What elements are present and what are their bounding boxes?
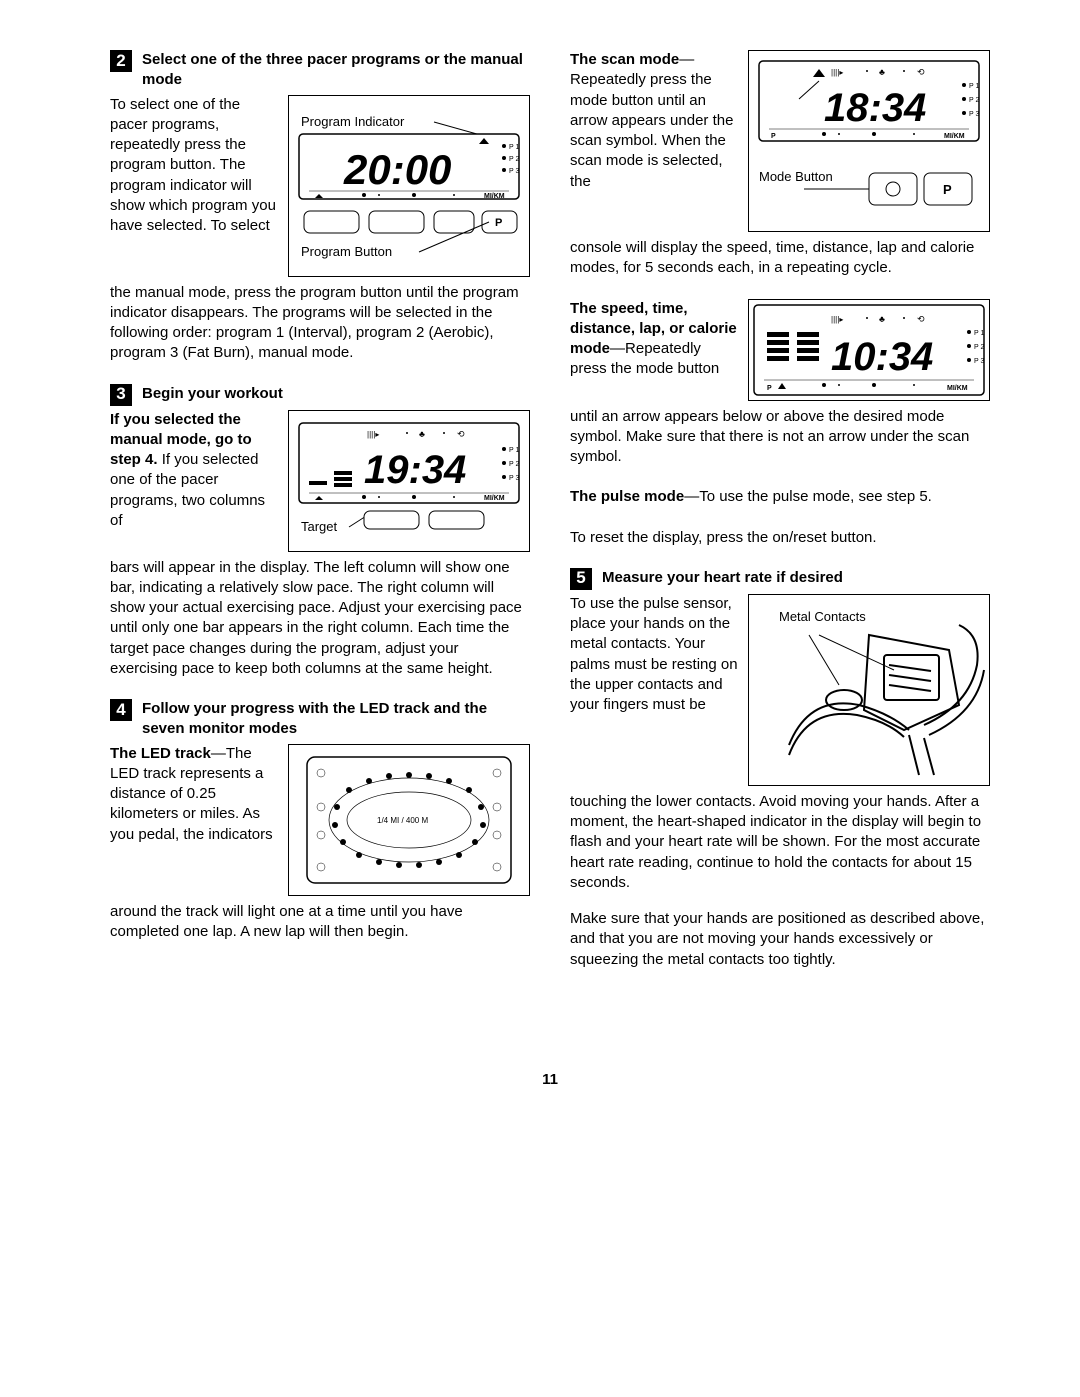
svg-text:P 2: P 2	[969, 97, 979, 104]
step-4-header: 4 Follow your progress with the LED trac…	[110, 699, 530, 740]
svg-text:P 3: P 3	[509, 475, 519, 482]
svg-text:MI/KM: MI/KM	[484, 193, 505, 200]
svg-text:♣: ♣	[879, 67, 885, 77]
svg-text:⟲: ⟲	[917, 67, 925, 77]
page-number: 11	[110, 1070, 990, 1090]
svg-text:P 2: P 2	[509, 461, 519, 468]
speed-mode-p1b: until an arrow appears below or above th…	[570, 407, 990, 468]
step-5-title: Measure your heart rate if desired	[602, 568, 990, 590]
svg-text:P: P	[495, 217, 502, 229]
step-number-2: 2	[110, 50, 132, 72]
step-4-figure: 1/4 MI / 400 M	[288, 744, 530, 896]
svg-text:♣: ♣	[879, 314, 885, 324]
svg-text:Mode Button: Mode Button	[759, 169, 833, 184]
svg-text:1/4 MI / 400 M: 1/4 MI / 400 M	[377, 816, 428, 825]
pulse-mode-bold: The pulse mode	[570, 488, 684, 505]
svg-text:18:34: 18:34	[824, 86, 926, 130]
scan-mode-rest-a: —Repeatedly press the mode button until …	[570, 51, 733, 190]
speed-mode-figure: ||||▸ ♣ ⟲ 10:34 P 1 P 2 P 3 P	[748, 299, 990, 401]
svg-text:P 1: P 1	[969, 83, 979, 90]
step-4-p2: around the track will light one at a tim…	[110, 902, 530, 943]
left-column: 2 Select one of the three pacer programs…	[110, 50, 530, 990]
svg-text:MI/KM: MI/KM	[944, 133, 965, 140]
scan-mode-bold: The scan mode	[570, 51, 679, 68]
step-3-title: Begin your workout	[142, 384, 530, 406]
svg-text:P 1: P 1	[509, 447, 519, 454]
svg-text:P: P	[943, 182, 952, 197]
step-3-body: Actual ||||▸ ♣ ⟲ 19:34	[110, 410, 530, 680]
scan-mode-p1b: console will display the speed, time, di…	[570, 238, 990, 279]
svg-text:Program Button: Program Button	[301, 244, 392, 259]
svg-text:P 3: P 3	[509, 168, 519, 175]
svg-text:P 2: P 2	[509, 156, 519, 163]
step-3-figure: Actual ||||▸ ♣ ⟲ 19:34	[288, 410, 530, 552]
svg-text:||||▸: ||||▸	[831, 315, 843, 324]
step-2-p1b: the manual mode, press the program butto…	[110, 283, 530, 364]
svg-text:||||▸: ||||▸	[367, 430, 379, 439]
step-2-header: 2 Select one of the three pacer programs…	[110, 50, 530, 91]
scan-mode-section: Mode Arrow ||||▸ ♣ ⟲ 18:34 P 1 P 2 P 3	[570, 50, 990, 279]
step-3-header: 3 Begin your workout	[110, 384, 530, 406]
svg-text:MI/KM: MI/KM	[947, 385, 968, 392]
svg-text:P 1: P 1	[974, 330, 984, 337]
svg-text:MI/KM: MI/KM	[484, 495, 505, 502]
svg-text:P: P	[767, 385, 772, 392]
step-4-title: Follow your progress with the LED track …	[142, 699, 530, 740]
step-3-p2: bars will appear in the display. The lef…	[110, 558, 530, 680]
svg-text:10:34: 10:34	[831, 335, 933, 379]
svg-text:Metal Contacts: Metal Contacts	[779, 609, 866, 624]
svg-text:P 2: P 2	[974, 344, 984, 351]
scan-mode-figure: Mode Arrow ||||▸ ♣ ⟲ 18:34 P 1 P 2 P 3	[748, 50, 990, 232]
step-2-title: Select one of the three pacer programs o…	[142, 50, 530, 91]
step-5-p1b: touching the lower contacts. Avoid movin…	[570, 792, 990, 893]
step-4-body: 1/4 MI / 400 M Th	[110, 744, 530, 943]
right-column: Mode Arrow ||||▸ ♣ ⟲ 18:34 P 1 P 2 P 3	[570, 50, 990, 990]
svg-text:♣: ♣	[419, 429, 425, 439]
step-number-5: 5	[570, 568, 592, 590]
svg-text:19:34: 19:34	[364, 448, 466, 492]
step-5-body: Metal Contacts	[570, 594, 990, 970]
svg-text:||||▸: ||||▸	[831, 68, 843, 77]
svg-text:P 1: P 1	[509, 144, 519, 151]
svg-text:Program Indicator: Program Indicator	[301, 114, 405, 129]
step-5-p2: Make sure that your hands are positioned…	[570, 909, 990, 970]
reset-p: To reset the display, press the on/reset…	[570, 528, 990, 548]
svg-text:P 3: P 3	[974, 358, 984, 365]
page-content: 2 Select one of the three pacer programs…	[110, 50, 990, 990]
step-5-figure: Metal Contacts	[748, 594, 990, 786]
svg-text:Target: Target	[301, 519, 338, 534]
speed-mode-section: ||||▸ ♣ ⟲ 10:34 P 1 P 2 P 3 P	[570, 299, 990, 468]
pulse-mode-rest: —To use the pulse mode, see step 5.	[684, 488, 932, 505]
step-4-p1-bold: The LED track	[110, 745, 211, 762]
pulse-mode-p: The pulse mode—To use the pulse mode, se…	[570, 487, 990, 507]
step-5-header: 5 Measure your heart rate if desired	[570, 568, 990, 590]
svg-text:P 3: P 3	[969, 111, 979, 118]
svg-text:P: P	[771, 133, 776, 140]
svg-text:⟲: ⟲	[457, 429, 465, 439]
step-number-4: 4	[110, 699, 132, 721]
svg-text:20:00: 20:00	[343, 146, 451, 193]
svg-text:⟲: ⟲	[917, 314, 925, 324]
step-2-figure: Program Indicator 20:00 P 1 P 2 P 3 MI/K…	[288, 95, 530, 277]
step-2-body: Program Indicator 20:00 P 1 P 2 P 3 MI/K…	[110, 95, 530, 364]
step-number-3: 3	[110, 384, 132, 406]
